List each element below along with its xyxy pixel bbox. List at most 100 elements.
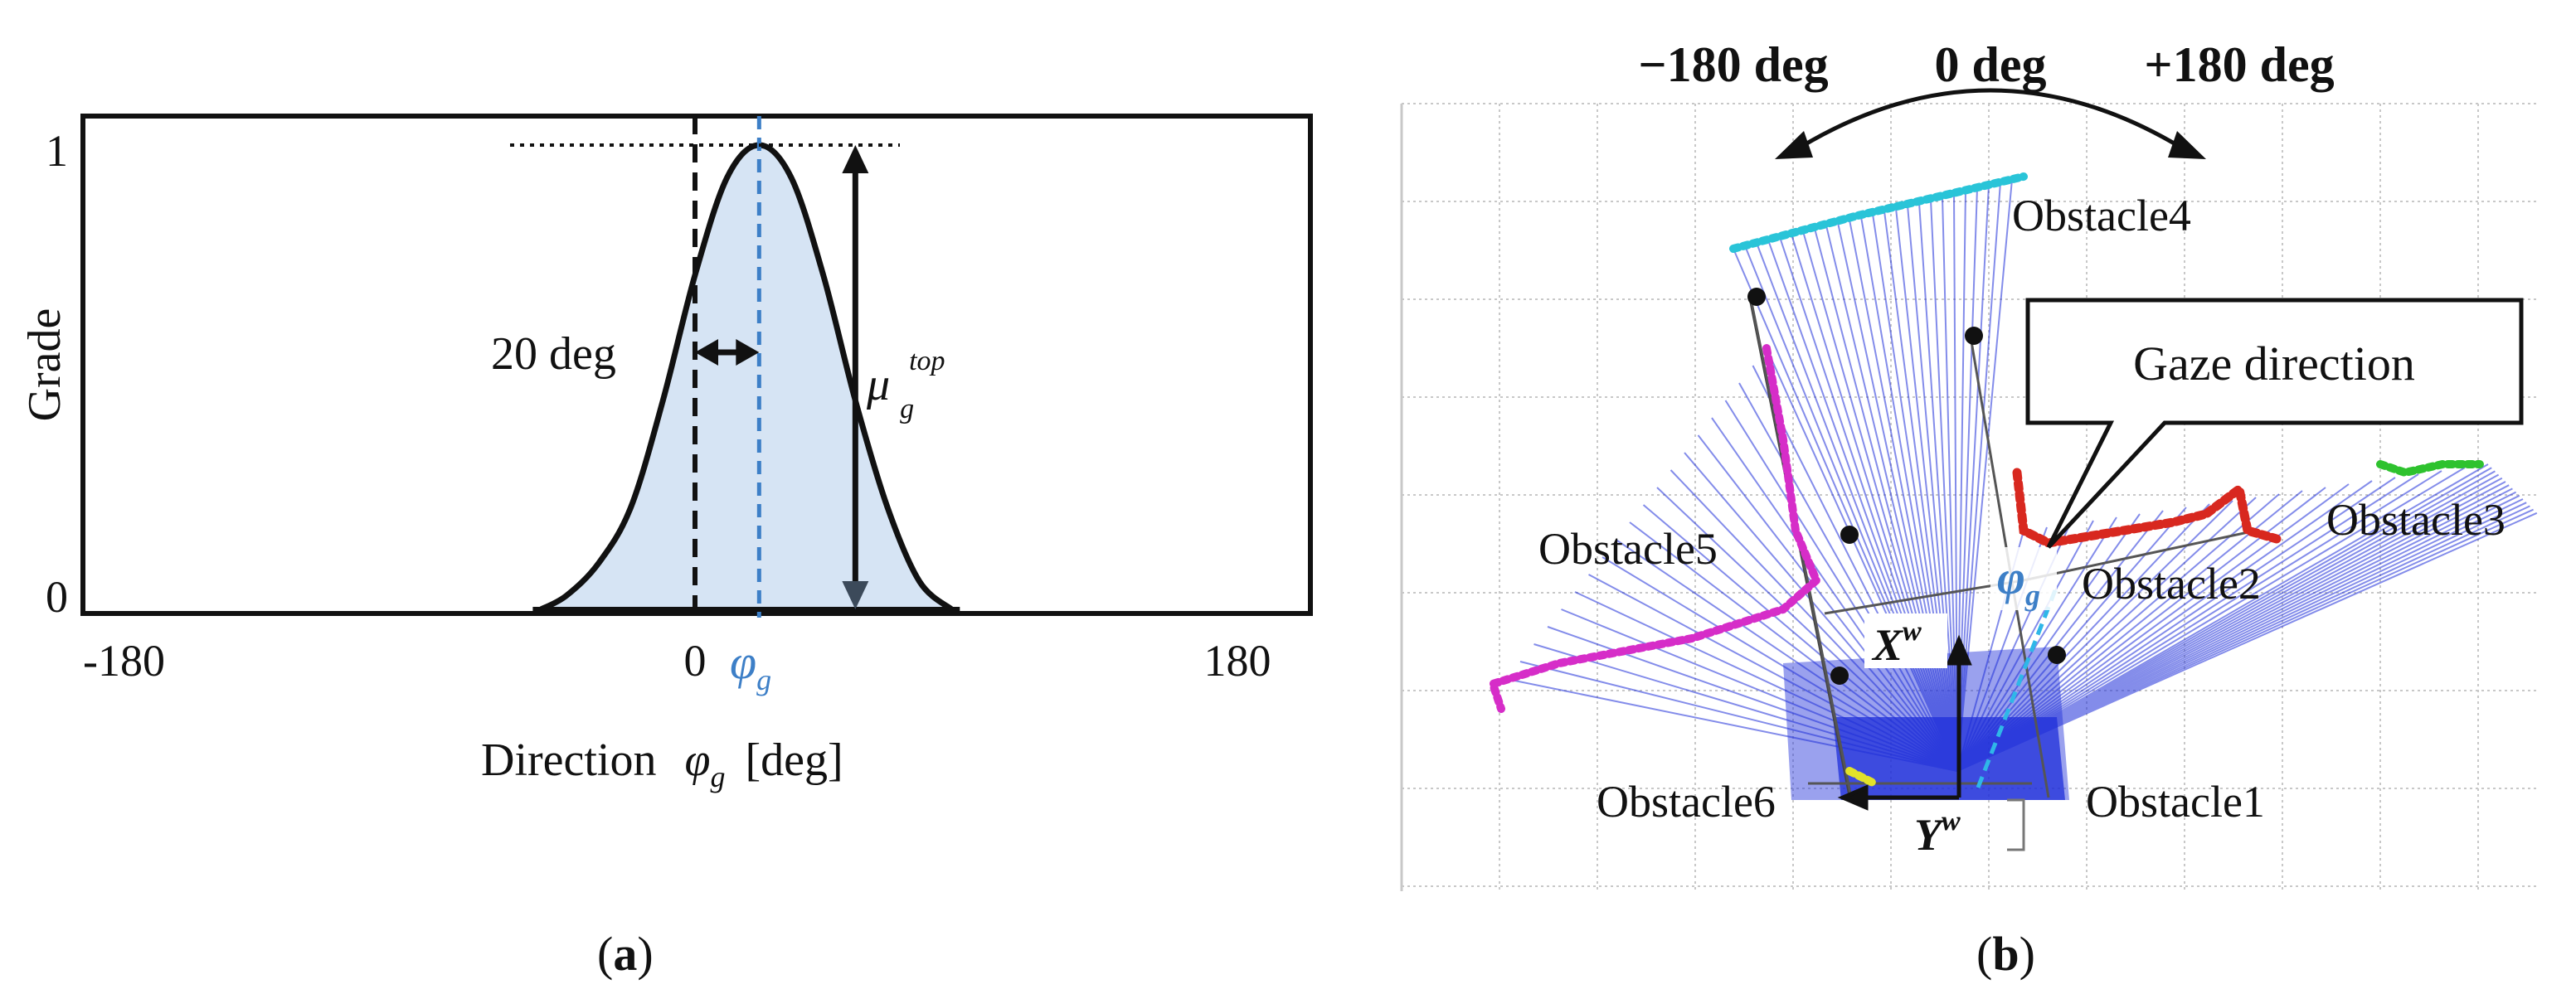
beam-line [1766,347,1958,772]
mu-symbol: μ [866,359,890,410]
dot [1840,526,1859,544]
arrowhead-up [842,145,869,173]
boundary-dots [1747,288,2066,685]
caption-a-close: ) [637,927,653,981]
beam-line [1711,417,1958,772]
caption-b: (b) [1976,927,2035,981]
phi-symbol: φ [730,635,756,689]
membership-fill [541,145,952,609]
obstacle2-points [2012,468,2282,548]
panel-b-phi-symbol: φ [1997,550,2025,604]
panel-b: Xw Yw φg Gaze direction Obstacle4 Obstac… [1400,37,2538,981]
x-axis-arrowhead [1946,634,1972,666]
robot-frame [1837,634,2025,851]
beam-line [1930,199,1958,772]
axis-y-super: w [1942,806,1961,836]
robot-axis-x-label: Xw [1871,616,1922,670]
caption-a-open: ( [597,927,613,981]
mu-arrow [842,145,869,609]
beam-line [1767,240,1958,772]
beam-line [1849,220,1958,772]
x-tick-180: 180 [1204,636,1271,686]
beam-line [1918,202,1958,772]
obstacle6-points [1845,767,1879,788]
y-axis-label: Grade [19,308,70,422]
callout-box [2025,298,2524,549]
angle-arc [1798,88,2183,150]
beam-line [1942,196,1958,772]
beam-line [1791,234,1958,772]
dot [1830,667,1849,685]
label-obstacle3: Obstacle3 [2326,495,2506,545]
label-obstacle1: Obstacle1 [2086,777,2265,827]
width-annotation: 20 deg [491,328,616,380]
arrowhead-left [695,339,718,366]
sensor-dense-area [1833,717,2065,800]
y-tick-0: 0 [46,572,68,622]
y-axis-arrowhead [1837,784,1869,811]
angle-label-center: 0 deg [1935,37,2047,92]
obstacle5-points [1487,344,1821,713]
panel-a: 20 deg μ g top 1 0 Grade -180 0 φg 180 D… [19,114,1313,981]
obstacle4-points [1729,172,2028,253]
label-obstacle5: Obstacle5 [1538,524,1718,574]
beam-line [1895,208,1958,772]
angle-label-left: −180 deg [1638,37,1828,92]
axis-x-super: w [1903,616,1922,647]
phi-label-bg [1990,547,2057,610]
caption-a-letter: a [613,927,637,981]
label-obstacle2: Obstacle2 [2082,559,2261,609]
callout-text: Gaze direction [2133,337,2415,390]
axis-y-letter: Y [1914,810,1946,860]
mu-superscript: top [909,346,945,376]
beam-line [1756,242,1958,772]
beam-line [1738,382,1958,772]
angle-label-right: +180 deg [2144,37,2334,92]
width-arrow [695,339,760,366]
angle-arc-head-right [2168,131,2206,159]
beam-line [1956,185,1990,772]
beam-line [1907,205,1958,772]
dot [1747,288,1766,306]
beam-line [1860,216,1958,772]
mu-label: μ g top [866,346,945,429]
axis-x-label-bg [1864,613,1947,668]
arrowhead-right [736,339,760,366]
beam-line [1872,214,1958,772]
beam-line [1956,179,2013,772]
x-label-prefix: Direction [481,735,656,786]
beam-line [1956,182,2001,772]
beam-line [1697,434,1958,772]
dot [1965,327,1983,345]
label-obstacle4: Obstacle4 [2012,191,2191,240]
obstacle3-points [2376,460,2484,478]
mu-subscript: g [900,394,914,424]
x-tick-phi: φg [730,635,771,696]
beam-line [1825,225,1958,772]
beam-line [1814,228,1958,772]
x-label-unit: [deg] [745,735,843,786]
panel-b-phi-label: φg [1997,550,2040,612]
beam-line [1744,245,1958,772]
caption-b-letter: b [1992,927,2019,981]
beam-line [1883,211,1958,772]
membership-curve [539,142,954,613]
beam-line [1733,248,1958,772]
x-label-phi: φ [684,735,710,786]
x-tick-neg180: -180 [83,636,165,686]
beam-line [1752,365,1958,772]
angle-arc-head-left [1775,131,1813,159]
dot [2048,646,2066,664]
beam-line [1837,222,1958,772]
arrowhead-down [842,581,869,609]
sensor-dense-area-2 [1783,647,2069,800]
axis-x-letter: X [1871,620,1904,670]
caption-b-close: ) [2019,927,2035,981]
x-tick-0: 0 [684,636,707,686]
beam-line [1953,193,1958,772]
label-obstacle6: Obstacle6 [1597,777,1776,827]
x-label-phi-sub: g [710,760,725,793]
beam-line [1779,236,1958,772]
caption-b-open: ( [1976,927,1992,981]
